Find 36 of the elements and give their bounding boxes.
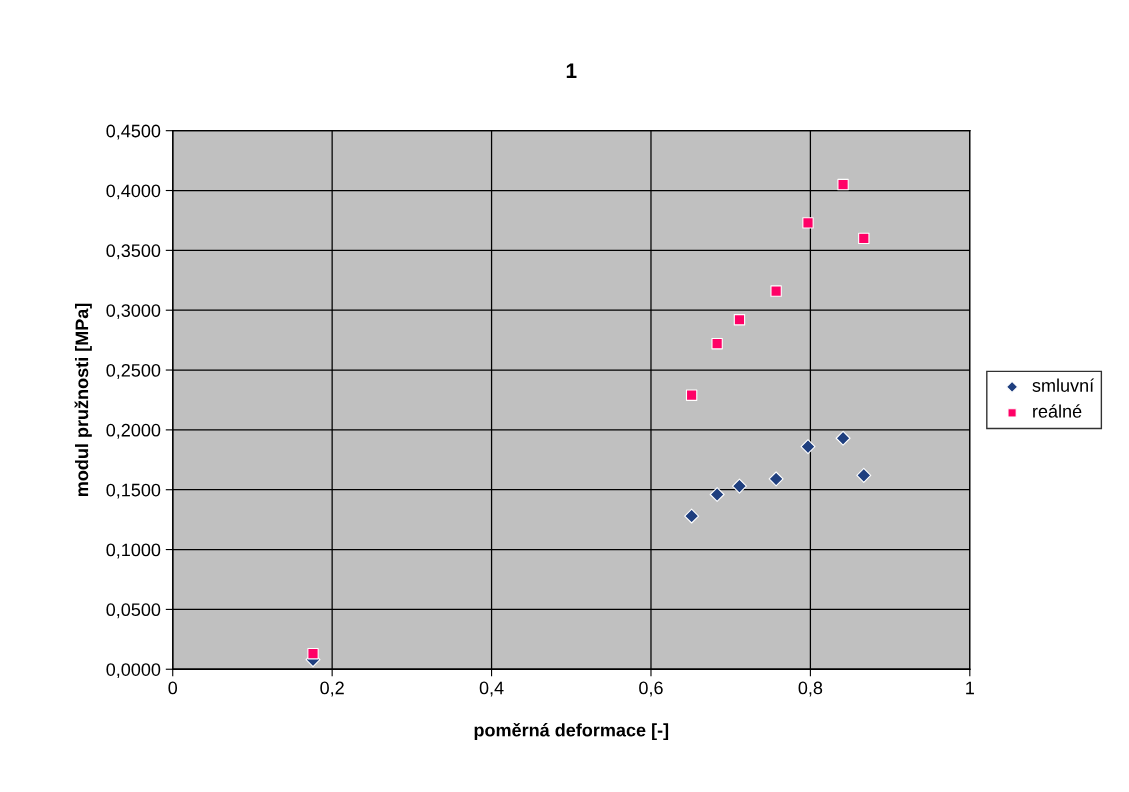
point: [685, 389, 698, 401]
point: [835, 430, 851, 446]
x-tick-label: 1: [966, 681, 974, 695]
x-tick-label: 0,4: [479, 681, 504, 697]
point: [837, 178, 849, 191]
x-tick-label: 0,8: [798, 681, 823, 697]
point: [856, 467, 872, 483]
point: [684, 508, 700, 524]
y-tick-label: 0,4000: [106, 184, 161, 200]
point: [709, 487, 725, 503]
point: [768, 471, 784, 487]
point: [733, 314, 746, 326]
y-tick-label: 0,2500: [106, 363, 161, 379]
y-axis-title: modul pružnosti [MPa]: [74, 303, 92, 497]
y-tick-label: 0,0000: [106, 663, 161, 679]
point: [731, 478, 747, 494]
y-tick-label: 0,0500: [106, 603, 161, 619]
x-tick-label: 0,6: [639, 681, 663, 697]
y-tick-label: 0,3500: [106, 244, 161, 260]
y-tick-label: 0,1500: [106, 483, 161, 499]
point: [802, 217, 814, 229]
x-tick-label: 0: [168, 681, 178, 695]
y-tick-label: 0,2000: [106, 423, 161, 439]
y-tick-label: 0,1000: [106, 543, 161, 559]
point: [770, 285, 782, 297]
y-tick-label: 0,3000: [106, 304, 161, 320]
legend-label: reálné: [1033, 404, 1082, 418]
point: [858, 232, 870, 245]
legend-label: smluvní: [1032, 378, 1095, 392]
point: [711, 338, 723, 350]
x-tick-label: 0,2: [320, 681, 344, 697]
point: [307, 647, 319, 660]
x-axis-title: poměrná deformace [-]: [474, 722, 669, 741]
y-tick-label: 0,4500: [106, 124, 161, 140]
point: [800, 439, 816, 455]
chart-title: 1: [566, 63, 577, 78]
